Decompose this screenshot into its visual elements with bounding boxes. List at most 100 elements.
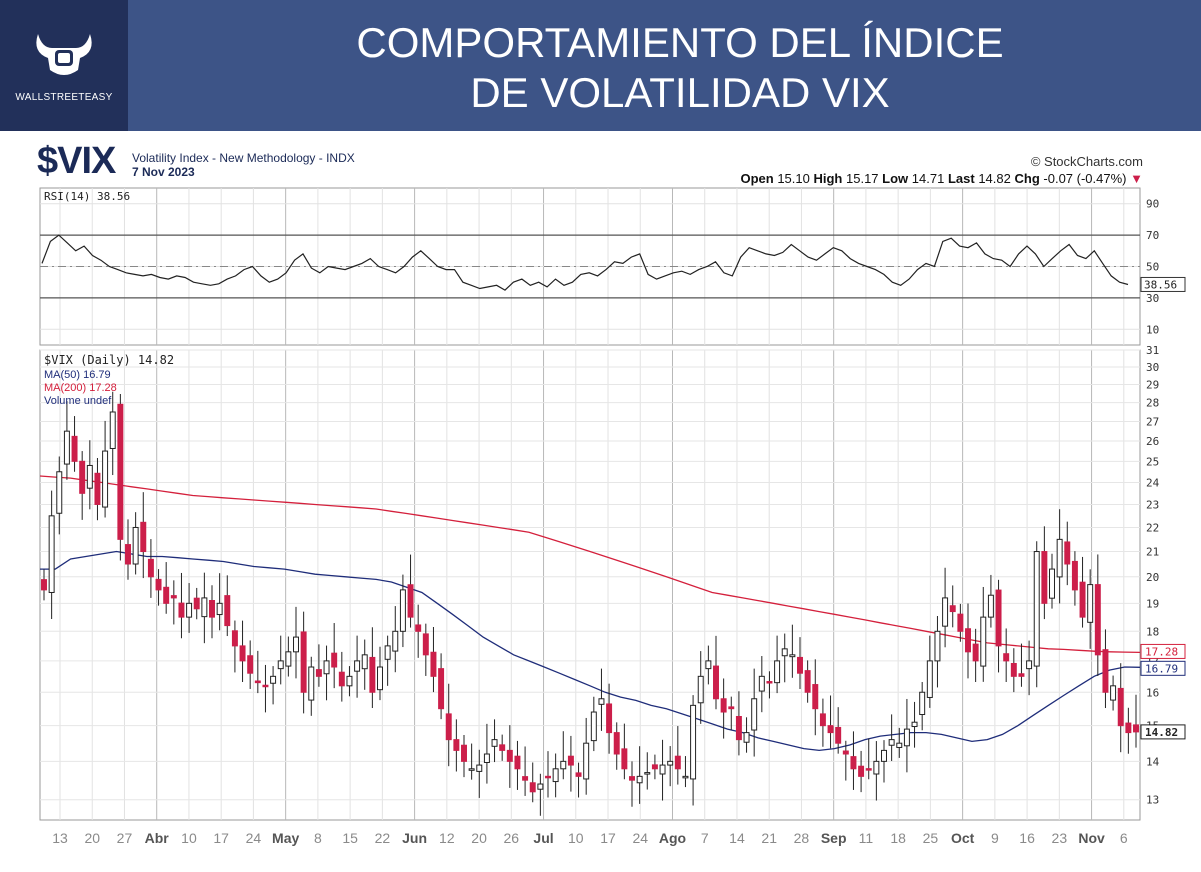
- candle: [697, 675, 704, 704]
- x-tick-label: 18: [890, 830, 906, 846]
- volume-legend: Volume undef: [44, 395, 112, 407]
- x-tick-label: 16: [1019, 830, 1035, 846]
- candle: [720, 698, 727, 713]
- price-y-tick-label: 30: [1146, 361, 1159, 374]
- price-y-tick-label: 21: [1146, 546, 1159, 559]
- x-tick-label: 9: [991, 830, 999, 846]
- header-banner: [0, 0, 1201, 131]
- x-tick-label: 25: [923, 830, 939, 846]
- candle: [1010, 662, 1017, 677]
- candle: [94, 472, 101, 505]
- price-y-tick-label: 26: [1146, 435, 1159, 448]
- candle: [812, 684, 819, 710]
- candle: [193, 597, 200, 610]
- candle: [1064, 541, 1071, 565]
- candle: [797, 656, 803, 674]
- candle: [1125, 722, 1132, 734]
- candle: [567, 755, 574, 766]
- x-tick-label: Jul: [533, 830, 553, 846]
- candle: [682, 775, 689, 779]
- candle: [1041, 551, 1048, 604]
- price-y-tick-label: 24: [1146, 476, 1160, 489]
- x-tick-label: 17: [213, 830, 229, 846]
- candle: [514, 755, 521, 770]
- candle: [972, 643, 979, 662]
- x-tick-label: 13: [52, 830, 68, 846]
- candle: [934, 630, 941, 662]
- x-tick-label: 28: [794, 830, 810, 846]
- candle: [216, 602, 223, 616]
- candle: [1102, 649, 1109, 693]
- candle: [629, 776, 635, 781]
- candle: [911, 721, 918, 728]
- candle: [942, 597, 949, 627]
- candle: [56, 471, 63, 514]
- candle: [277, 660, 284, 670]
- candle: [491, 739, 498, 747]
- candle: [384, 645, 391, 660]
- price-y-tick-label: 14: [1146, 755, 1160, 768]
- price-y-tick-label: 22: [1146, 521, 1159, 534]
- candle: [995, 589, 1002, 647]
- candle: [430, 651, 437, 677]
- logo-text: WALLSTREETEASY: [15, 92, 113, 103]
- last-value-label: 17.28: [1145, 645, 1178, 658]
- title-line-2: DE VOLATILIDAD VIX: [470, 69, 890, 116]
- x-tick-label: 7: [701, 830, 709, 846]
- candle: [781, 648, 788, 657]
- candle: [224, 595, 231, 627]
- candle: [1110, 685, 1117, 701]
- candle: [949, 605, 956, 613]
- x-tick-label: 24: [632, 830, 648, 846]
- candle: [865, 768, 872, 771]
- x-tick-label: Ago: [659, 830, 686, 846]
- candle: [735, 716, 742, 741]
- candle: [560, 760, 567, 770]
- x-tick-label: 12: [439, 830, 455, 846]
- x-tick-label: 24: [246, 830, 262, 846]
- ma50-line: [40, 550, 1141, 752]
- candle: [239, 645, 246, 662]
- candle: [117, 403, 124, 540]
- x-tick-label: Nov: [1078, 830, 1105, 846]
- candle: [392, 630, 399, 652]
- candle: [407, 584, 414, 618]
- rsi-y-tick-label: 50: [1146, 261, 1159, 274]
- candle: [1056, 538, 1063, 578]
- page-title: COMPORTAMIENTO DEL ÍNDICE DE VOLATILIDAD…: [180, 18, 1180, 118]
- price-y-tick-label: 29: [1146, 379, 1159, 392]
- candle: [575, 772, 582, 777]
- price-y-tick-label: 18: [1146, 625, 1159, 638]
- candle: [674, 755, 681, 770]
- candle: [713, 665, 719, 700]
- x-tick-label: 15: [342, 830, 358, 846]
- candle: [361, 654, 368, 670]
- candle: [41, 579, 47, 591]
- candle: [369, 656, 376, 693]
- candle: [499, 744, 506, 751]
- x-tick-label: 27: [117, 830, 133, 846]
- candle: [132, 526, 139, 565]
- candle: [476, 764, 483, 772]
- candle: [79, 460, 86, 494]
- candle: [140, 521, 147, 553]
- candle: [1026, 660, 1033, 670]
- x-tick-label: May: [272, 830, 299, 846]
- candle: [338, 671, 345, 687]
- candle: [1049, 568, 1055, 599]
- candle: [453, 739, 460, 751]
- candle: [422, 633, 429, 656]
- candle: [644, 772, 651, 775]
- candle: [743, 732, 750, 743]
- candle: [583, 742, 590, 780]
- x-tick-label: 11: [859, 830, 874, 846]
- brand-credit: © StockCharts.com: [1030, 154, 1143, 169]
- price-y-tick-label: 23: [1146, 498, 1159, 511]
- candle: [827, 725, 834, 734]
- candle: [766, 681, 773, 684]
- price-y-tick-label: 27: [1146, 415, 1159, 428]
- candle: [957, 613, 964, 632]
- x-tick-label: Oct: [951, 830, 975, 846]
- candle: [48, 515, 55, 593]
- candle: [506, 749, 513, 762]
